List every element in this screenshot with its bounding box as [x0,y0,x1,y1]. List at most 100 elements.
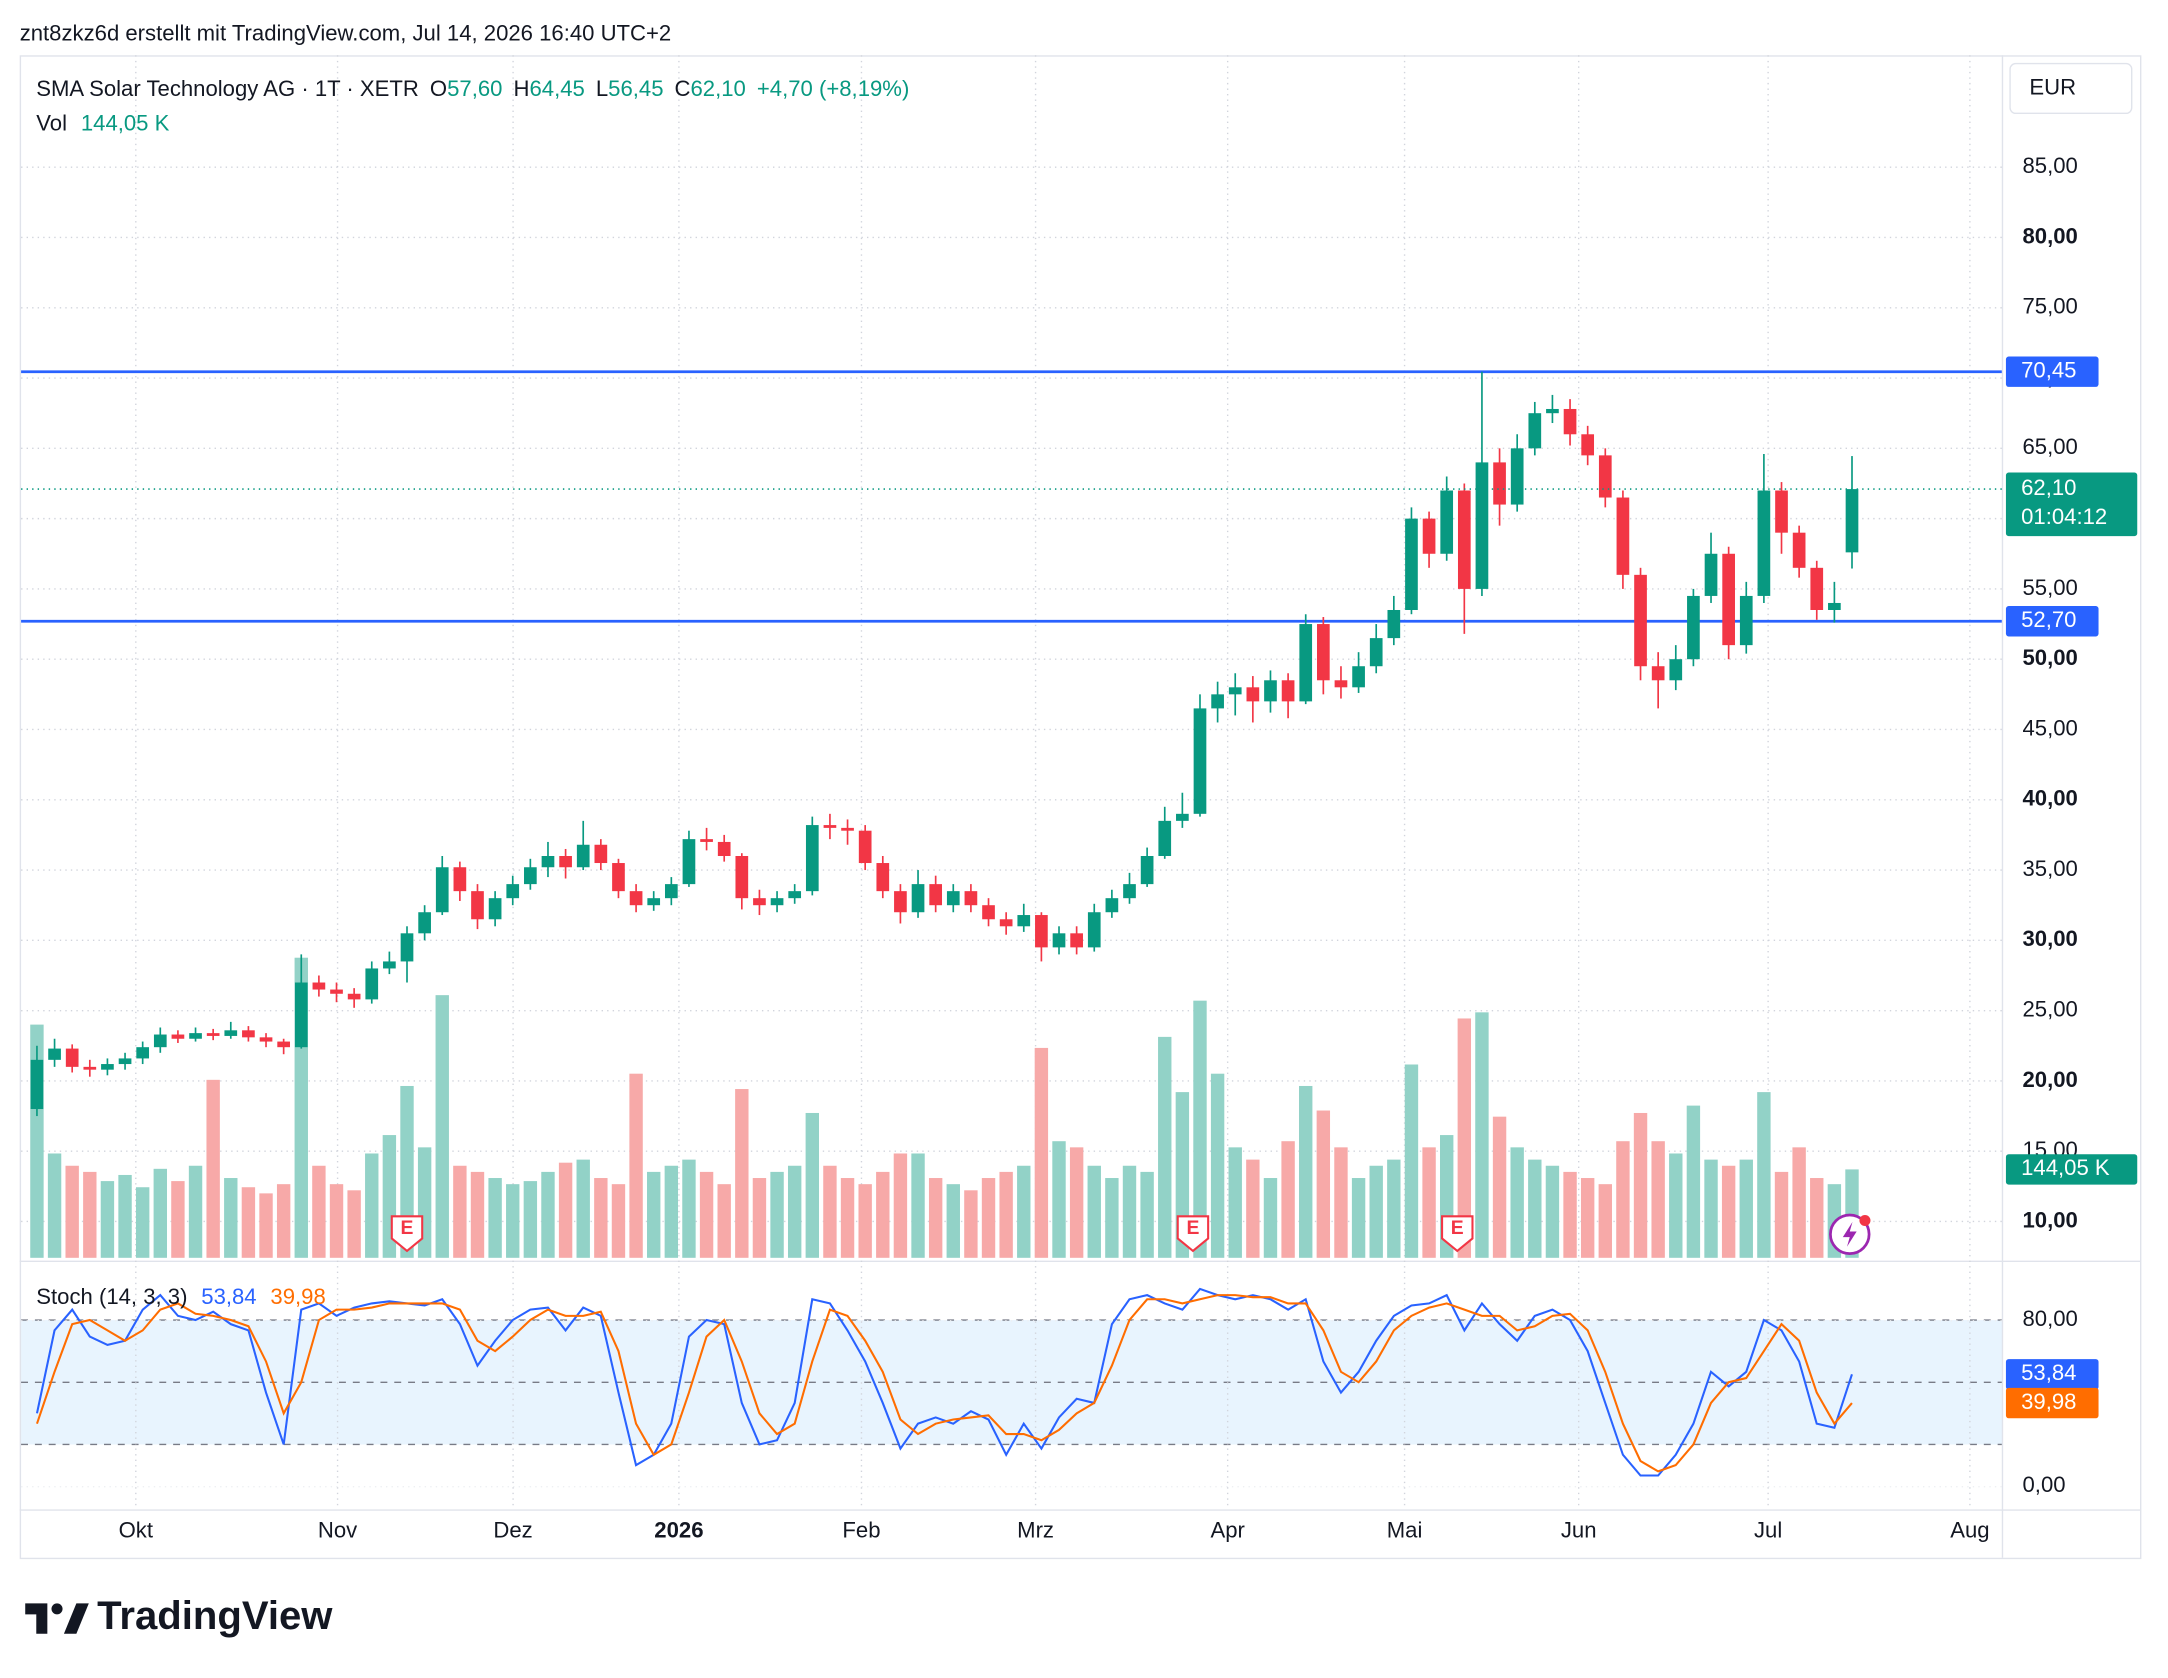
candle-body [1828,602,1841,610]
x-tick-label: Jul [1754,1517,1782,1542]
legend-h-label: H [514,76,530,101]
earnings-label: E [1451,1217,1464,1239]
legend: SMA Solar Technology AG · 1T · XETR O57,6… [36,76,909,101]
candle-body [330,989,343,994]
legend-l-label: L [596,76,608,101]
stoch-tick-label: 0,00 [2023,1472,2066,1497]
candle-body [1387,609,1401,639]
volume-bar [1792,1147,1806,1258]
candle-body [841,827,854,831]
volume-bar [1228,1147,1242,1258]
volume-bar [135,1187,150,1258]
volume-bar [735,1089,749,1258]
candle-body [700,839,713,842]
candle-body [1792,532,1806,568]
candle-body [1687,595,1700,660]
candle-body [1264,680,1277,702]
candle-body [1211,694,1224,709]
x-tick-label: Mai [1387,1517,1423,1542]
volume-bar [1704,1159,1718,1258]
volume-bar [823,1165,837,1258]
x-tick-label: Dez [493,1517,532,1542]
alert-dot [1859,1214,1871,1227]
volume-bar [647,1171,661,1258]
candle-body [1052,933,1066,948]
candle-body [982,905,995,920]
candle-body [189,1033,202,1039]
volume-bar [65,1165,79,1258]
legend-h: 64,45 [529,76,584,101]
volume-name: Vol [36,110,67,135]
candle-body [1440,490,1454,554]
candle-body [541,856,555,868]
candle-body [1845,489,1859,553]
alert-icon[interactable] [1829,1213,1871,1256]
volume-bar [347,1190,361,1258]
candle-body [629,891,643,906]
plot-layer: 10,0015,0020,0025,0030,0035,0040,0045,00… [21,55,2138,1542]
candle-body [1281,680,1295,702]
volume-bar [1580,1178,1595,1258]
stoch-k-badge-bg [2005,1359,2099,1390]
volume-bar [1686,1105,1701,1258]
candle-body [347,993,361,1000]
candle-body [647,898,661,906]
candle-body [1651,666,1665,681]
candle-body [65,1048,79,1067]
hline-badge: 70,45 [2021,358,2076,383]
volume-bar [611,1184,626,1258]
candle-body [1634,574,1647,667]
candle-body [717,841,731,857]
candle-body [1017,915,1031,927]
frame [19,55,2142,1560]
volume-badge-bg [2005,1154,2138,1185]
earnings-marker [1176,1215,1210,1253]
candle-body [805,825,819,892]
candle-body [735,856,749,899]
candle-body [1246,687,1260,702]
x-tick-label: Okt [119,1517,153,1542]
volume-bar [629,1073,643,1258]
x-tick-label: Feb [842,1517,880,1542]
stoch-name: Stoch (14, 3, 3) [36,1284,187,1309]
volume-bar [1351,1178,1366,1258]
candle-body [1669,659,1683,681]
volume-bar [1545,1165,1560,1258]
volume-bar [523,1181,538,1258]
candle-body [383,961,396,969]
volume-bar [946,1184,960,1258]
candle-body [277,1041,290,1048]
volume-bar [1299,1085,1313,1258]
volume-bar [594,1178,608,1258]
volume-bar [1633,1112,1648,1258]
volume-bar [928,1178,943,1258]
volume-bar [981,1178,996,1258]
volume-bar [1387,1159,1401,1258]
candle-body [1510,448,1524,505]
volume-bar [206,1079,220,1258]
candle-body [1528,413,1542,449]
currency-box[interactable] [2009,62,2133,115]
candle-body [929,884,943,906]
y-tick-label: 40,00 [2023,786,2078,811]
candle-body [206,1033,220,1036]
candle-body [1739,595,1753,646]
candle-body [946,891,960,906]
volume-bar [1052,1141,1066,1258]
volume-bar [1457,1018,1472,1258]
candle-body [964,891,978,906]
volume-bar [470,1171,485,1258]
volume-bar [893,1153,908,1258]
candle-body [1405,518,1418,610]
candle-body [823,825,837,828]
volume-bar [83,1171,97,1258]
candle-body [770,898,784,906]
volume-bar [1616,1141,1630,1258]
volume-bar [770,1171,784,1258]
volume-bar [805,1112,820,1258]
volume-bar [840,1178,855,1258]
volume-bar [47,1153,62,1258]
candle-body [1105,898,1119,913]
